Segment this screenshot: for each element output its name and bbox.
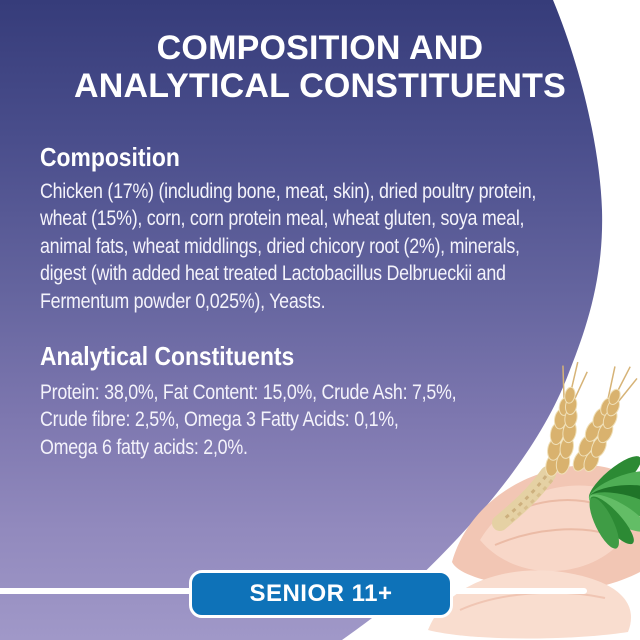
composition-line: Fermentum powder 0,025%), Yeasts. [40, 289, 326, 313]
analytical-text: Protein: 38,0%, Fat Content: 15,0%, Crud… [40, 379, 457, 461]
page-title-line1: COMPOSITION AND [156, 29, 484, 67]
composition-line: Chicken (17%) (including bone, meat, ski… [40, 180, 537, 203]
senior-badge-label: SENIOR 11+ [249, 580, 393, 607]
panel-shape [0, 0, 603, 640]
senior-badge: SENIOR 11+ [189, 570, 453, 618]
analytical-heading: Analytical Constituents [40, 341, 295, 371]
composition-text: Chicken (17%) (including bone, meat, ski… [40, 178, 536, 315]
analytical-line: Protein: 38,0%, Fat Content: 15,0%, Crud… [40, 381, 457, 404]
analytical-line: Omega 6 fatty acids: 2,0%. [40, 435, 248, 459]
analytical-line: Crude fibre: 2,5%, Omega 3 Fatty Acids: … [40, 408, 399, 432]
composition-line: wheat (15%), corn, corn protein meal, wh… [40, 207, 525, 231]
page-title: COMPOSITION AND ANALYTICAL CONSTITUENTS [0, 29, 640, 105]
composition-heading: Composition [40, 142, 180, 172]
page-title-line2: ANALYTICAL CONSTITUENTS [74, 67, 566, 105]
composition-line: digest (with added heat treated Lactobac… [40, 262, 506, 286]
composition-line: animal fats, wheat middlings, dried chic… [40, 234, 520, 258]
